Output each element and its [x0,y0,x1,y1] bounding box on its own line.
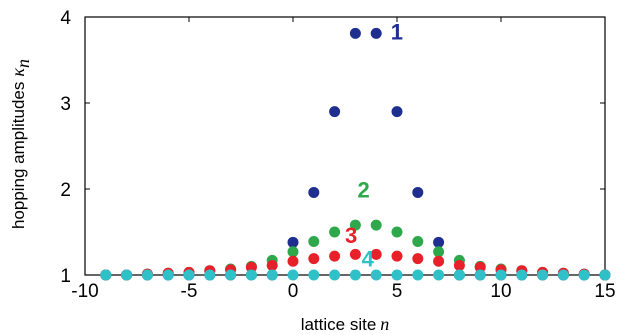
series-label-1: 1 [391,19,403,44]
series-labels: 1 234 [345,19,403,271]
series-label-4: 4 [362,246,375,271]
data-point [308,269,320,281]
data-point [308,253,320,265]
data-point [370,27,382,39]
data-point [370,269,382,281]
data-point [287,246,299,258]
y-axis-label-text: hopping amplitudes [9,82,28,229]
data-point [599,269,611,281]
data-point [329,226,341,238]
data-point [141,269,153,281]
data-point [474,261,486,273]
data-point [516,269,528,281]
data-point [349,219,361,231]
y-axis-label: hopping amplitudes κn [8,59,33,229]
data-point [183,269,195,281]
data-point [308,186,320,198]
data-point [349,248,361,260]
data-point [412,253,424,265]
data-point [121,269,133,281]
data-point [495,269,507,281]
data-point [453,269,465,281]
data-point [578,269,590,281]
data-point [474,269,486,281]
data-point [266,269,278,281]
data-point [349,27,361,39]
data-point [412,269,424,281]
x-tick-label: 10 [490,281,511,302]
data-point [433,255,445,267]
x-tick-label: -10 [71,281,98,302]
data-point [287,255,299,267]
data-point [266,260,278,272]
y-axis-label-symbol: κ [8,68,28,77]
y-tick-label: 3 [60,94,71,115]
data-points [100,27,611,281]
data-point [287,269,299,281]
data-point [287,236,299,248]
y-tick-label: 4 [60,8,71,29]
x-axis-label: lattice site n [301,314,390,334]
data-point [225,269,237,281]
data-point [308,235,320,247]
data-point [100,269,112,281]
x-axis-label-text: lattice site [301,315,377,334]
data-point [412,235,424,247]
x-axis-label-symbol: n [380,314,389,334]
series-4 [100,269,611,281]
x-tick-label: 5 [392,281,403,302]
x-tick-label: -5 [181,281,198,302]
data-point [204,269,216,281]
data-point [245,261,257,273]
x-tick-label: 0 [288,281,299,302]
data-point [329,250,341,262]
data-point [162,269,174,281]
plot-frame [84,16,606,276]
data-point [453,260,465,272]
y-tick-label: 1 [60,266,71,287]
data-point [557,269,569,281]
data-point [412,186,424,198]
y-tick-label: 2 [60,180,71,201]
data-point [391,226,403,238]
data-point [370,219,382,231]
data-point [349,269,361,281]
data-point [537,269,549,281]
data-point [391,106,403,118]
data-point [433,236,445,248]
data-point [391,250,403,262]
data-point [329,106,341,118]
data-point [245,269,257,281]
data-point [391,269,403,281]
series-label-3: 3 [345,223,357,248]
data-point [370,248,382,260]
data-point [329,269,341,281]
series-label-2: 2 [357,178,369,203]
data-point [433,246,445,258]
data-point [433,269,445,281]
y-axis-label-subscript: n [13,59,33,68]
x-tick-label: 15 [594,281,615,302]
